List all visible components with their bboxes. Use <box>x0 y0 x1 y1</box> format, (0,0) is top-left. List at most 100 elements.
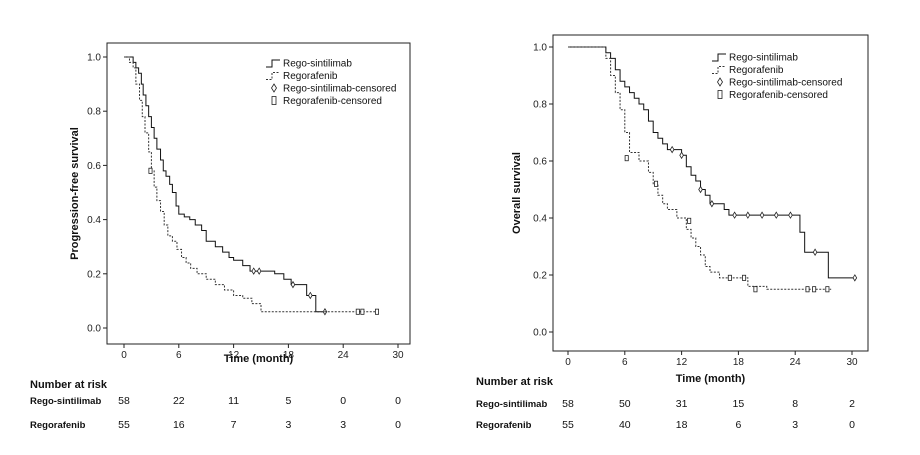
risk-table-title: Number at risk <box>476 376 554 388</box>
censor-mark-rego-sintilimab <box>788 211 793 219</box>
risk-count: 3 <box>792 419 798 431</box>
censor-mark-regorafenib <box>742 274 747 281</box>
censor-mark-regorafenib <box>687 217 692 224</box>
risk-count: 5 <box>285 395 291 407</box>
y-tick-label: 0.4 <box>87 215 101 226</box>
risk-count: 58 <box>118 395 130 407</box>
x-tick-label: 0 <box>565 357 571 368</box>
risk-row-label: Rego-sintilimab <box>476 399 547 410</box>
x-tick-label: 12 <box>228 350 240 361</box>
censor-mark-rego-sintilimab <box>251 267 256 275</box>
censor-mark-rego-sintilimab <box>290 280 296 289</box>
y-tick-label: 0.8 <box>87 107 101 118</box>
risk-row-label: Rego-sintilimab <box>30 396 101 407</box>
km-curve-regorafenib <box>124 56 380 313</box>
y-tick-label: 0.0 <box>533 328 547 339</box>
legend-label: Rego-sintilimab <box>729 53 798 64</box>
x-tick-label: 18 <box>283 350 295 361</box>
x-tick-label: 30 <box>392 350 404 361</box>
km-curve-rego-sintilimab <box>124 56 325 313</box>
censor-mark-regorafenib <box>148 167 153 174</box>
y-axis-title: Progression-free survival <box>69 127 81 260</box>
y-axis-title: Overall survival <box>511 152 523 234</box>
risk-count: 31 <box>676 398 688 410</box>
legend-label: Regorafenib-censored <box>729 90 828 101</box>
censor-mark-rego-sintilimab <box>709 199 715 208</box>
y-tick-label: 0.2 <box>87 269 101 280</box>
risk-count: 18 <box>676 419 688 431</box>
x-tick-label: 6 <box>176 350 182 361</box>
censor-mark-rego-sintilimab <box>745 211 751 219</box>
risk-count: 50 <box>619 398 631 410</box>
y-tick-label: 1.0 <box>533 43 547 54</box>
risk-row-label: Regorafenib <box>30 420 86 431</box>
y-tick-label: 1.0 <box>87 53 101 64</box>
risk-table: Number at risk Rego-sintilimab 58 22 11 5 0 0 Re… <box>30 379 401 431</box>
legend-label: Rego-sintilimab <box>283 59 352 70</box>
legend-label: Regorafenib <box>729 65 784 76</box>
legend-swatch-diamond <box>271 83 277 93</box>
x-tick-label: 24 <box>790 357 802 368</box>
x-tick-label: 6 <box>622 357 628 368</box>
risk-row-label: Regorafenib <box>476 420 532 431</box>
censor-mark-rego-sintilimab <box>732 211 737 219</box>
censor-mark-regorafenib <box>360 308 365 315</box>
censor-mark-rego-sintilimab <box>852 274 858 282</box>
y-tick-label: 0.6 <box>87 161 101 172</box>
risk-count: 15 <box>733 398 745 410</box>
risk-count: 22 <box>173 395 185 407</box>
y-tick-label: 0.2 <box>533 271 547 282</box>
censor-mark-regorafenib <box>654 180 659 187</box>
risk-table-title: Number at risk <box>30 379 108 391</box>
censor-mark-rego-sintilimab <box>308 291 313 300</box>
risk-count: 6 <box>735 419 741 431</box>
risk-count: 7 <box>231 419 237 431</box>
legend-label: Regorafenib-censored <box>283 96 382 107</box>
km-curve-regorafenib <box>568 46 832 290</box>
x-tick-label: 24 <box>338 350 350 361</box>
risk-count: 0 <box>849 419 855 431</box>
legend-label: Rego-sintilimab-censored <box>283 84 396 95</box>
km-curve-rego-sintilimab <box>568 46 857 279</box>
censor-mark-regorafenib <box>753 286 758 293</box>
censor-mark-rego-sintilimab <box>774 211 779 219</box>
plot-frame <box>106 42 411 345</box>
legend-label: Regorafenib <box>283 71 338 82</box>
legend-swatch-square <box>271 96 277 105</box>
censor-mark-rego-sintilimab <box>679 151 684 160</box>
censor-mark-regorafenib <box>805 286 810 293</box>
x-axis-title: Time (month) <box>224 353 294 365</box>
censor-mark-rego-sintilimab <box>256 267 262 275</box>
risk-count: 11 <box>228 395 239 407</box>
censor-mark-rego-sintilimab <box>759 211 765 219</box>
risk-count: 16 <box>173 419 185 431</box>
x-tick-label: 30 <box>846 357 858 368</box>
x-tick-label: 18 <box>733 357 745 368</box>
x-axis-title: Time (month) <box>676 373 746 385</box>
risk-count: 40 <box>619 419 631 431</box>
risk-table: Number at risk Rego-sintilimab 58 50 31 15 8 2 R… <box>476 376 855 431</box>
y-tick-label: 0.6 <box>533 157 547 168</box>
risk-count: 58 <box>562 398 574 410</box>
risk-count: 8 <box>792 398 798 410</box>
legend-swatch-square <box>717 90 723 99</box>
censor-mark-rego-sintilimab <box>812 248 818 256</box>
censor-mark-regorafenib <box>374 308 379 315</box>
legend-label: Rego-sintilimab-censored <box>729 78 842 89</box>
risk-count: 55 <box>562 419 574 431</box>
risk-count: 3 <box>285 419 291 431</box>
censor-mark-regorafenib <box>355 308 360 315</box>
risk-count: 2 <box>849 398 855 410</box>
risk-count: 0 <box>340 395 346 407</box>
legend-swatch-diamond <box>717 77 723 87</box>
censor-mark-rego-sintilimab <box>669 145 675 154</box>
legend-swatch-dashed <box>266 72 280 80</box>
legend-swatch-solid <box>712 53 726 62</box>
legend-swatch-solid <box>266 59 280 68</box>
censor-mark-regorafenib <box>624 155 629 162</box>
censor-mark-regorafenib <box>825 286 830 293</box>
